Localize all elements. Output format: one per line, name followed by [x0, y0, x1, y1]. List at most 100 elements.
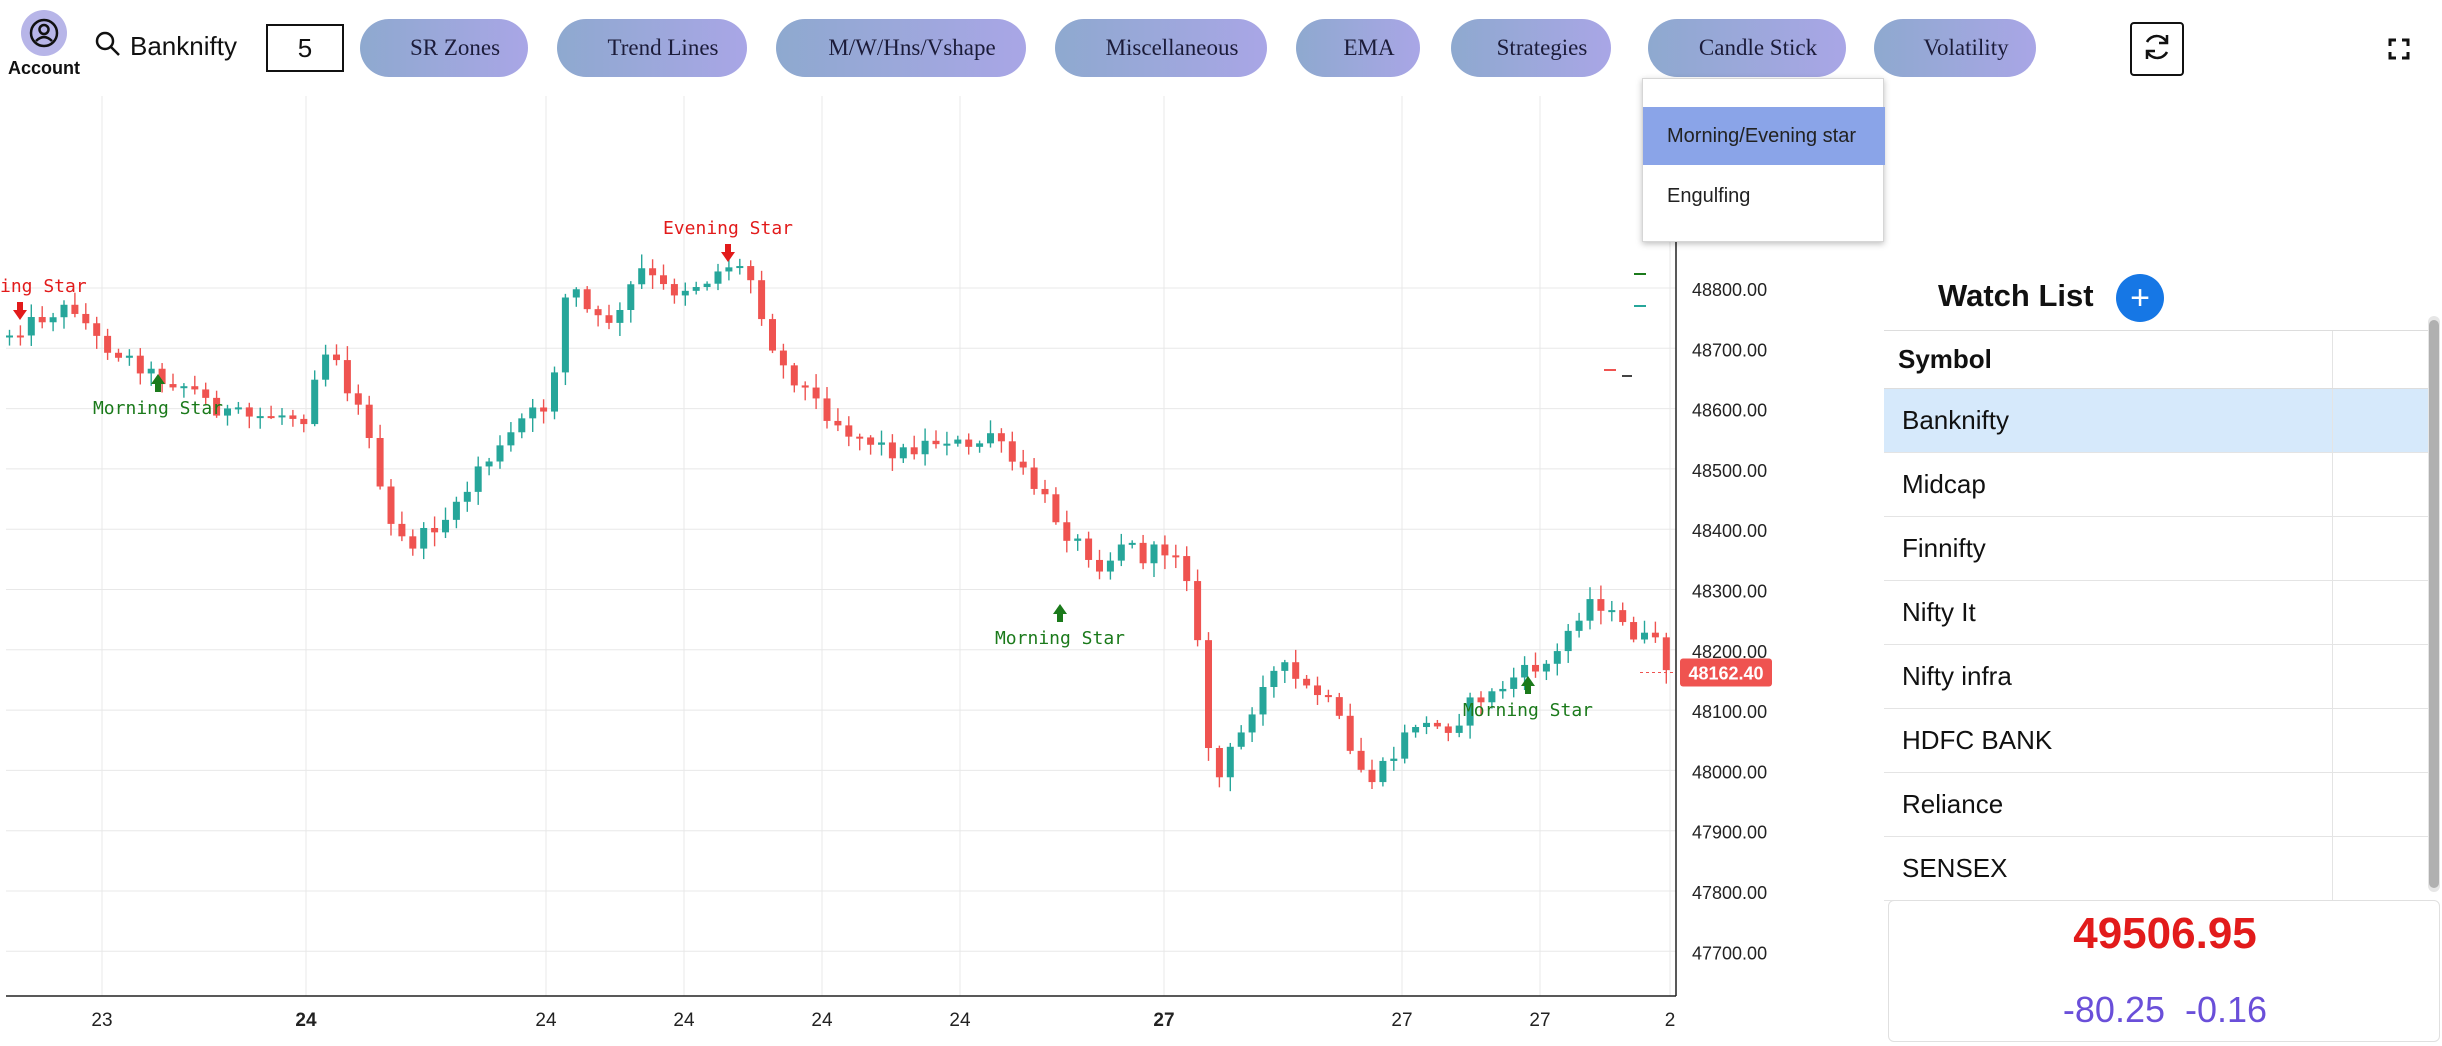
- watch-list-row[interactable]: Finnifty: [1884, 516, 2428, 581]
- candle-body: [1651, 632, 1659, 638]
- candle-body: [899, 447, 907, 459]
- symbol-search[interactable]: Banknifty: [94, 30, 237, 63]
- candle-body: [551, 372, 558, 412]
- menu-sr-zones[interactable]: SR Zones: [360, 19, 528, 77]
- time-tick-label: 24: [811, 1010, 833, 1031]
- candle-body: [452, 501, 460, 520]
- watch-list-row[interactable]: Nifty infra: [1884, 644, 2428, 709]
- add-symbol-button[interactable]: +: [2116, 274, 2164, 322]
- pattern-label: ing Star: [0, 276, 87, 297]
- dropdown-item-morning-evening-star[interactable]: Morning/Evening star: [1643, 107, 1885, 165]
- quote-panel: 49506.95 -80.25 -0.16: [1888, 900, 2440, 1042]
- chart-canvas[interactable]: 48800.00 48700.00 48600.00 48500.00 48400.00…: [0, 96, 1890, 1046]
- candle-body: [1510, 677, 1518, 689]
- candle-body: [300, 418, 308, 425]
- menu-strategies[interactable]: Strategies: [1451, 19, 1611, 77]
- watch-list-row[interactable]: Reliance: [1884, 772, 2428, 837]
- price-tick-label: 47900.00: [1692, 823, 1767, 843]
- symbol-column-header: Symbol: [1884, 330, 2332, 389]
- candle-body: [1270, 670, 1278, 688]
- watch-list-symbol[interactable]: HDFC BANK: [1884, 708, 2332, 773]
- candle-body: [1455, 725, 1463, 733]
- candle-body: [507, 432, 515, 446]
- candle-body: [736, 266, 744, 269]
- bullish-arrow-icon: [1521, 676, 1535, 694]
- candle-body: [1586, 599, 1594, 621]
- watch-list-symbol[interactable]: Reliance: [1884, 772, 2332, 837]
- watch-list-row[interactable]: SENSEX: [1884, 836, 2428, 901]
- candle-body: [779, 350, 787, 366]
- menu-volatility[interactable]: Volatility: [1874, 19, 2036, 77]
- account-button[interactable]: Account: [4, 10, 84, 79]
- dropdown-item-engulfing[interactable]: Engulfing: [1667, 184, 1751, 207]
- candle-body: [60, 304, 68, 318]
- watch-list-row[interactable]: Midcap: [1884, 452, 2428, 517]
- refresh-button[interactable]: [2130, 22, 2184, 76]
- candle-body: [1477, 697, 1485, 703]
- candle-body: [518, 418, 526, 433]
- candle-body: [540, 407, 548, 412]
- watch-list-scrollbar[interactable]: [2428, 316, 2440, 892]
- candle-stick-dropdown: Morning/Evening star Engulfing: [1642, 78, 1885, 242]
- price-tick-label: 48800.00: [1692, 280, 1767, 300]
- watch-list-row[interactable]: Banknifty: [1884, 388, 2428, 453]
- search-symbol-text[interactable]: Banknifty: [130, 31, 237, 61]
- candle-body: [681, 290, 689, 296]
- candle-body: [1085, 538, 1093, 560]
- menu-mw-hns-vshape[interactable]: M/W/Hns/Vshape: [776, 19, 1026, 77]
- candle-body: [954, 439, 962, 444]
- candle-body: [1542, 663, 1550, 672]
- candle-body: [82, 313, 90, 324]
- watch-list-symbol[interactable]: SENSEX: [1884, 836, 2332, 901]
- watch-list-symbol[interactable]: Nifty infra: [1884, 644, 2332, 709]
- watch-list-symbol[interactable]: Midcap: [1884, 452, 2332, 517]
- price-tick-label: 48400.00: [1692, 521, 1767, 541]
- candle-body: [224, 408, 231, 416]
- watch-list-row[interactable]: HDFC BANK: [1884, 708, 2428, 773]
- watch-list-cell-blank: [2331, 388, 2428, 453]
- candle-body: [1237, 732, 1245, 747]
- menu-ema[interactable]: EMA: [1296, 19, 1420, 77]
- scrollbar-thumb[interactable]: [2429, 320, 2439, 888]
- menu-candle-stick[interactable]: Candle Stick: [1648, 19, 1846, 77]
- account-label: Account: [8, 58, 80, 78]
- fullscreen-icon[interactable]: [2384, 34, 2414, 64]
- candle-body: [289, 415, 297, 419]
- candle-body: [278, 415, 286, 418]
- candle-body: [1117, 544, 1125, 561]
- watch-list-symbol[interactable]: Nifty It: [1884, 580, 2332, 645]
- candle-body: [670, 284, 678, 296]
- candlestick-chart[interactable]: 48800.00 48700.00 48600.00 48500.00 48400.00…: [0, 96, 1890, 1046]
- candle-body: [987, 433, 994, 444]
- price-change-value: -80.25: [2062, 989, 2165, 1030]
- menu-trend-lines[interactable]: Trend Lines: [557, 19, 747, 77]
- watch-list-row[interactable]: Nifty It: [1884, 580, 2428, 645]
- candle-body: [714, 271, 722, 284]
- candle-body: [1368, 769, 1376, 783]
- candle-body: [627, 284, 635, 310]
- candle-body: [638, 268, 646, 285]
- candle-body: [463, 491, 471, 502]
- candle-body: [1662, 637, 1670, 671]
- candle-body: [561, 297, 569, 373]
- candle-body: [1379, 760, 1387, 783]
- candle-body: [136, 355, 144, 374]
- watch-list-symbol[interactable]: Banknifty: [1884, 388, 2332, 453]
- pattern-label: Evening Star: [663, 218, 793, 239]
- candle-body: [1019, 461, 1027, 468]
- menu-miscellaneous[interactable]: Miscellaneous: [1055, 19, 1267, 77]
- candle-body: [845, 425, 853, 437]
- candle-body: [125, 355, 133, 358]
- candle-body: [1281, 662, 1289, 671]
- watch-list-symbol[interactable]: Finnifty: [1884, 516, 2332, 581]
- candle-body: [1150, 544, 1158, 564]
- interval-input[interactable]: 5: [266, 24, 344, 72]
- time-tick-label: 24: [535, 1010, 557, 1031]
- candle-body: [387, 486, 395, 524]
- candle-body: [333, 354, 340, 361]
- account-icon: [21, 10, 67, 56]
- candle-body: [1194, 581, 1202, 641]
- candle-body: [1641, 632, 1648, 640]
- candle-body: [616, 309, 624, 323]
- time-tick-label: 27: [1529, 1010, 1550, 1031]
